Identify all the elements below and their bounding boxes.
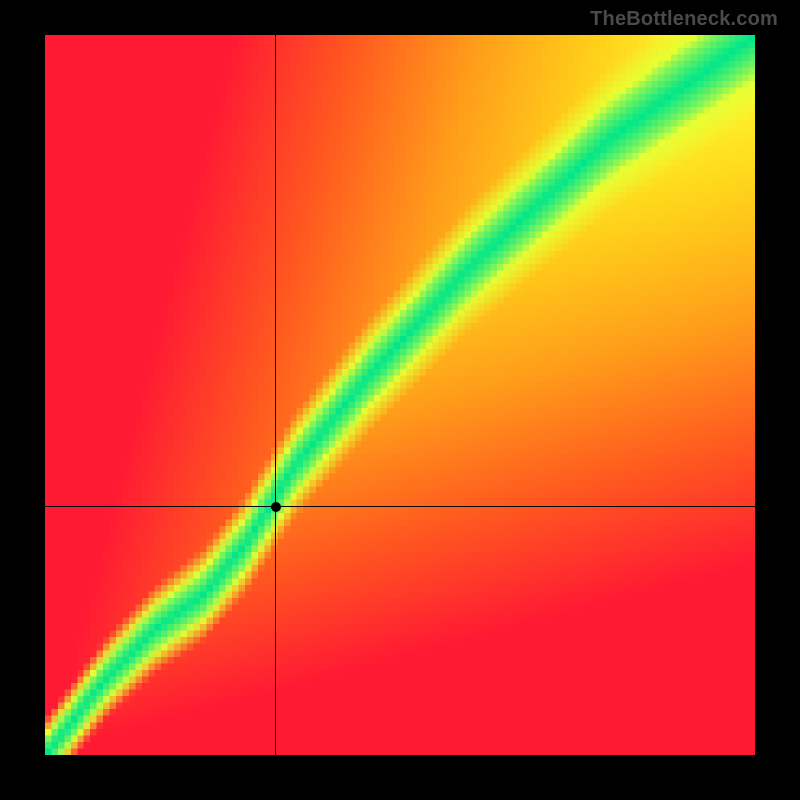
crosshair-horizontal	[45, 506, 755, 507]
watermark-text: TheBottleneck.com	[590, 8, 778, 31]
chart-frame: TheBottleneck.com	[0, 0, 800, 800]
heatmap-canvas	[45, 35, 755, 755]
crosshair-dot	[271, 502, 281, 512]
heatmap-plot	[45, 35, 755, 755]
crosshair-vertical	[275, 35, 276, 755]
